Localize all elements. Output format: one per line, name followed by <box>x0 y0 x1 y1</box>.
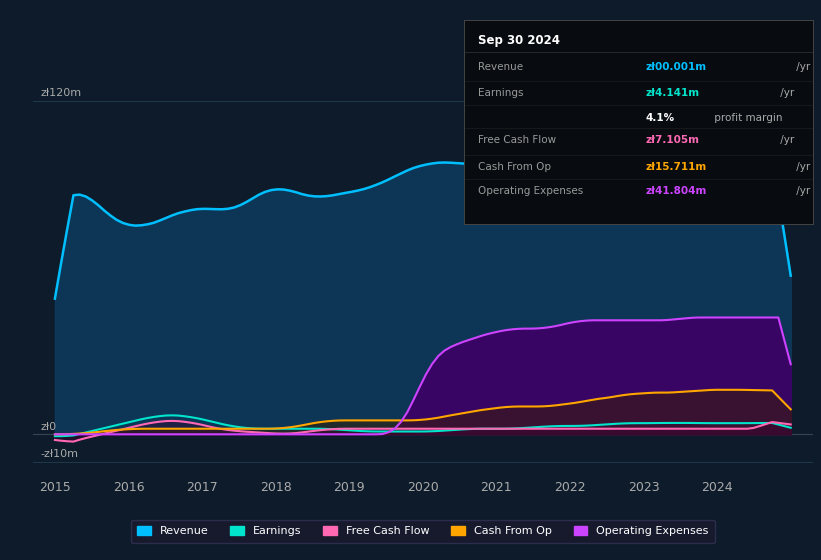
Text: Operating Expenses: Operating Expenses <box>478 186 583 197</box>
Text: zł0: zł0 <box>40 422 57 432</box>
Text: -zł10m: -zł10m <box>40 449 78 459</box>
Text: zł120m: zł120m <box>40 88 81 98</box>
Legend: Revenue, Earnings, Free Cash Flow, Cash From Op, Operating Expenses: Revenue, Earnings, Free Cash Flow, Cash … <box>131 520 715 543</box>
Text: Sep 30 2024: Sep 30 2024 <box>478 34 560 47</box>
Text: Earnings: Earnings <box>478 88 523 98</box>
Text: zł7.105m: zł7.105m <box>645 135 699 145</box>
Text: /yr: /yr <box>793 186 810 197</box>
Text: zł41.804m: zł41.804m <box>645 186 707 197</box>
Text: /yr: /yr <box>777 88 794 98</box>
Text: zł00.001m: zł00.001m <box>645 62 706 72</box>
Text: Cash From Op: Cash From Op <box>478 162 551 172</box>
Text: /yr: /yr <box>793 162 810 172</box>
Text: zł4.141m: zł4.141m <box>645 88 699 98</box>
Text: Revenue: Revenue <box>478 62 523 72</box>
Text: /yr: /yr <box>777 135 794 145</box>
Text: profit margin: profit margin <box>711 113 782 123</box>
Text: 4.1%: 4.1% <box>645 113 674 123</box>
Text: /yr: /yr <box>793 62 810 72</box>
Text: Free Cash Flow: Free Cash Flow <box>478 135 556 145</box>
Text: zł15.711m: zł15.711m <box>645 162 707 172</box>
